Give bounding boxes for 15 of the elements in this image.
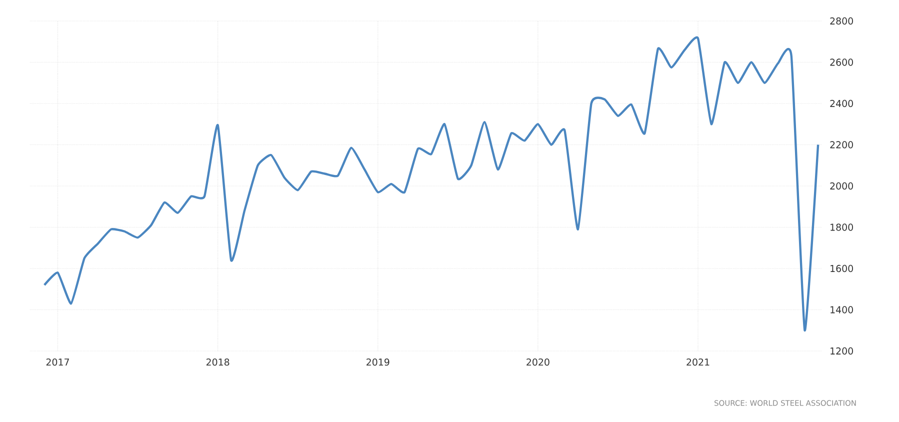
y-tick-label: 2600 bbox=[830, 58, 853, 66]
line-series bbox=[43, 37, 820, 332]
x-tick-label: 2020 bbox=[526, 358, 550, 366]
y-tick-label: 2000 bbox=[830, 182, 853, 190]
x-tick-label: 2019 bbox=[366, 358, 390, 366]
y-tick-label: 2800 bbox=[830, 17, 853, 25]
y-tick-label: 1600 bbox=[830, 264, 853, 272]
x-tick-label: 2021 bbox=[686, 358, 710, 366]
y-tick-label: 2200 bbox=[830, 141, 853, 148]
y-tick-label: 2400 bbox=[830, 100, 853, 108]
x-tick-label: 2018 bbox=[206, 358, 230, 366]
x-tick-label: 2017 bbox=[46, 358, 69, 366]
y-tick-label: 1400 bbox=[830, 306, 853, 314]
y-tick-label: 1200 bbox=[830, 347, 853, 355]
y-tick-label: 1800 bbox=[830, 224, 853, 231]
